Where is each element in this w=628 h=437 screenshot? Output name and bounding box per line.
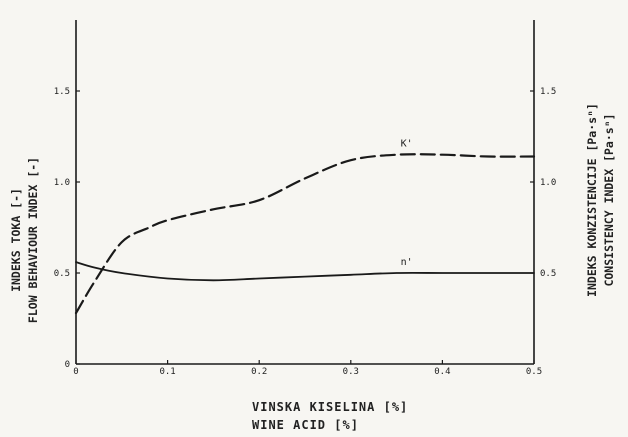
left-axis-label-line-2: FLOW BEHAVIOUR INDEX [-] (26, 157, 40, 323)
right-axis-label-line-1: INDEKS KONZISTENCIJE [Pa·sⁿ] (585, 103, 599, 297)
x-tick-label: 0.3 (343, 367, 359, 377)
axes (75, 20, 535, 365)
x-tick-label: 0.2 (251, 367, 267, 377)
x-tick-label: 0.5 (526, 367, 542, 377)
series-label: K' (401, 139, 413, 150)
ticks: 0 0.1 0.2 0.3 0.4 0.5 0 0.5 1.0 1.5 0.5 1.0 1.5 (54, 87, 557, 377)
series-line-k (74, 153, 536, 315)
left-axis-label-line-1: INDEKS TOKA [-] (9, 188, 23, 292)
series-label: n' (401, 257, 413, 268)
left-tick-label: 1.5 (54, 87, 70, 97)
left-tick-label: 0 (65, 360, 70, 370)
left-tick-label: 1.0 (54, 178, 70, 188)
x-tick-label: 0.4 (434, 367, 450, 377)
right-tick-label: 0.5 (540, 269, 556, 279)
series-layer: n' K' (74, 139, 536, 315)
right-tick-label: 1.5 (540, 87, 556, 97)
x-axis-label-line-2: WINE ACID [%] (252, 418, 359, 432)
right-axis-label-line-2: CONSISTENCY INDEX [Pa·sⁿ] (602, 113, 616, 286)
x-tick-label: 0.1 (159, 367, 175, 377)
right-tick-label: 1.0 (540, 178, 556, 188)
x-axis-label-line-1: VINSKA KISELINA [%] (252, 400, 408, 414)
x-tick-label: 0 (73, 367, 78, 377)
left-tick-label: 0.5 (54, 269, 70, 279)
series-line-n (75, 261, 535, 282)
